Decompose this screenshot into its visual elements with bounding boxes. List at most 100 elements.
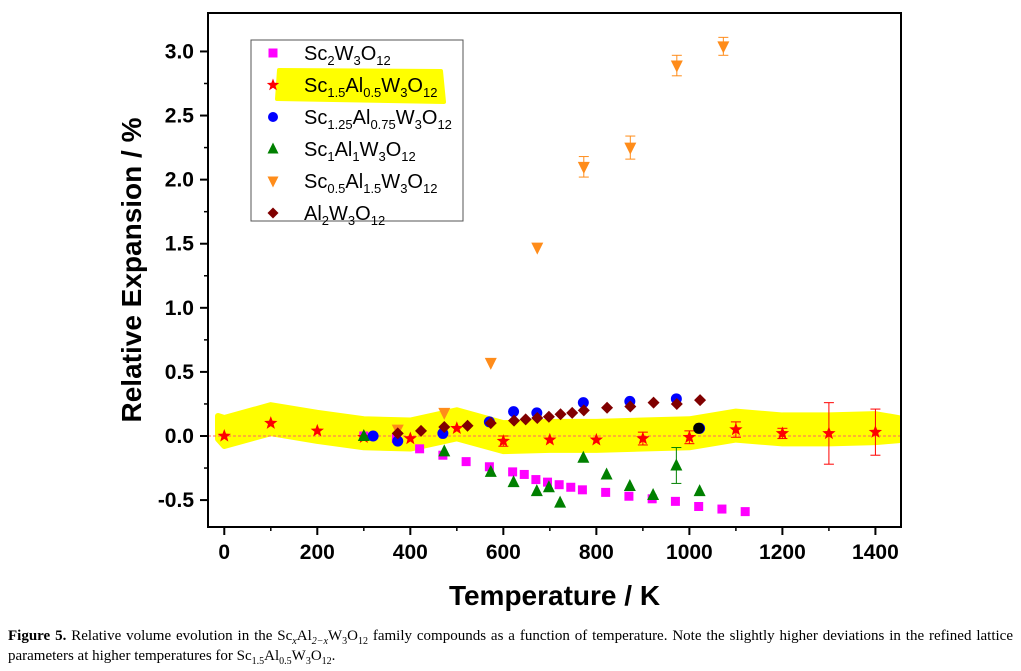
- data-point-sc05: [531, 242, 544, 255]
- data-point-sc15: [450, 421, 464, 434]
- data-point-sc15: [403, 431, 417, 445]
- data-point-sc15: [543, 432, 557, 446]
- data-point-sc15: [868, 425, 883, 438]
- caption-text-end: .: [331, 648, 336, 664]
- data-point-sc1: [670, 458, 683, 471]
- data-point-sc2: [740, 507, 750, 517]
- legend-label-sc1: Sc1Al1W3O12: [304, 139, 416, 164]
- data-point-sc15: [636, 431, 650, 445]
- data-point-sc2: [717, 504, 727, 514]
- axes: 0 200 400 600 800 1000 1200 1400 -0.5 0.0 0.5 1.0 1.…: [158, 40, 899, 564]
- data-point-al2: [415, 424, 428, 437]
- data-point-sc15: [496, 434, 510, 447]
- y-axis-title: Relative Expansion / %: [116, 117, 147, 422]
- data-point-sc1: [647, 487, 660, 500]
- x-axis-title: Temperature / K: [449, 580, 660, 611]
- caption-formula-sample: Sc1.5Al0.5W3O12: [236, 648, 332, 667]
- data-point-sc125: [392, 435, 404, 447]
- data-point-sc1: [623, 478, 636, 491]
- data-point-sc15: [310, 423, 324, 437]
- x-tick-label: 400: [393, 541, 428, 564]
- x-tick-label: 600: [486, 541, 521, 564]
- data-point-sc2: [577, 485, 587, 495]
- data-point-al2: [391, 427, 404, 440]
- legend-label-sc2: Sc2W3O12: [304, 43, 391, 68]
- legend-marker-sc15: [266, 78, 280, 91]
- data-point-sc1: [484, 464, 497, 477]
- x-tick-label: 200: [300, 541, 335, 564]
- data-point-sc125: [508, 406, 520, 418]
- y-tick-label: 0.0: [165, 425, 194, 448]
- data-point-sc2: [415, 444, 425, 454]
- x-tick-label: 1200: [759, 541, 806, 564]
- data-point-sc05: [624, 142, 637, 155]
- caption-label: Figure 5.: [8, 628, 67, 644]
- y-tick-label: 3.0: [165, 40, 194, 63]
- data-markers: [217, 41, 883, 517]
- legend: Sc2W3O12 Sc1.5Al0.5W3O12 Sc1.25Al0.75W3O12…: [250, 39, 464, 228]
- data-point-sc15: [589, 432, 604, 446]
- legend-label-al2: Al2W3O12: [304, 203, 385, 228]
- data-point-sc2: [670, 496, 680, 506]
- data-point-sc05: [484, 357, 497, 370]
- x-tick-label: 1400: [852, 541, 899, 564]
- data-point-sc1: [438, 444, 451, 457]
- legend-marker-sc125: [268, 112, 278, 122]
- data-point-sc125: [367, 430, 379, 442]
- y-tick-label: 1.0: [165, 297, 194, 320]
- data-point-al2: [577, 404, 590, 417]
- data-point-sc2: [531, 475, 541, 485]
- legend-marker-sc2: [268, 48, 278, 58]
- data-point-sc1: [693, 484, 706, 497]
- data-point-sc1: [542, 480, 555, 493]
- data-point-al2: [601, 401, 614, 414]
- data-point-annotation: [693, 422, 705, 434]
- caption-text-middle: family compounds as a function of temper…: [8, 628, 1013, 664]
- data-point-sc1: [577, 450, 590, 463]
- data-point-sc05: [670, 60, 683, 73]
- data-point-sc2: [601, 487, 611, 497]
- legend-label-sc05: Sc0.5Al1.5W3O12: [304, 171, 437, 196]
- data-point-sc2: [624, 491, 634, 501]
- data-point-sc05: [717, 41, 730, 54]
- y-tick-label: -0.5: [158, 489, 195, 512]
- data-point-sc1: [507, 475, 520, 488]
- figure-caption: Figure 5. Relative volume evolution in t…: [8, 626, 1013, 667]
- data-point-sc2: [554, 480, 564, 490]
- data-point-sc2: [519, 469, 529, 479]
- data-point-sc1: [554, 495, 567, 508]
- data-point-sc15: [775, 426, 790, 440]
- data-point-al2: [508, 414, 521, 427]
- data-point-sc15: [264, 416, 278, 429]
- data-point-al2: [542, 410, 555, 423]
- data-point-sc15: [217, 428, 231, 442]
- caption-formula-family: ScxAl2−xW3O12: [277, 628, 368, 647]
- data-point-sc125: [577, 397, 589, 409]
- data-point-sc2: [543, 477, 553, 487]
- legend-marker-sc1: [267, 142, 279, 154]
- data-point-sc2: [461, 457, 471, 467]
- data-point-sc15: [822, 426, 836, 440]
- data-point-sc2: [484, 462, 494, 472]
- legend-label-sc15: Sc1.5Al0.5W3O12: [304, 75, 437, 100]
- y-tick-label: 1.5: [165, 233, 195, 256]
- data-point-sc2: [694, 501, 704, 511]
- data-point-al2: [461, 419, 474, 432]
- legend-marker-al2: [267, 207, 279, 219]
- data-point-al2: [484, 417, 497, 430]
- y-tick-label: 2.0: [165, 169, 194, 192]
- x-tick-label: 800: [579, 541, 614, 564]
- data-point-al2: [647, 396, 660, 409]
- chart: 0 200 400 600 800 1000 1200 1400 -0.5 0.0 0.5 1.0 1.…: [116, 12, 902, 611]
- data-point-sc05: [577, 161, 590, 174]
- data-point-al2: [554, 408, 567, 421]
- data-point-sc1: [357, 428, 370, 441]
- y-tick-label: 0.5: [165, 361, 195, 384]
- data-point-al2: [670, 397, 683, 410]
- data-point-al2: [531, 412, 544, 425]
- x-tick-label: 1000: [666, 541, 713, 564]
- data-point-sc05: [438, 407, 451, 420]
- plot-frame: [207, 12, 902, 528]
- data-point-sc1: [600, 467, 613, 480]
- x-tick-label: 0: [218, 541, 230, 564]
